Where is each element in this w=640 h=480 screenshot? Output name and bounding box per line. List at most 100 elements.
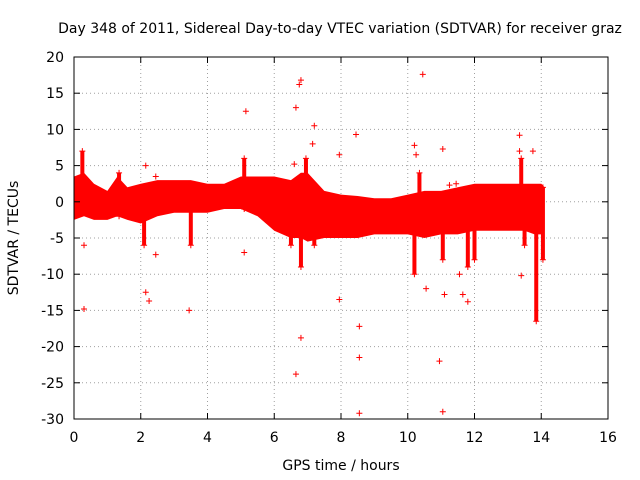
spike-end-marker xyxy=(518,155,525,162)
data-point xyxy=(518,272,525,279)
data-point xyxy=(413,151,420,158)
data-spike xyxy=(417,172,422,217)
spike-end-marker xyxy=(533,198,540,205)
data-spike xyxy=(80,151,85,210)
spike-end-marker xyxy=(302,213,309,220)
y-axis-label: SDTVAR / TECUs xyxy=(6,181,22,296)
data-point xyxy=(292,371,299,378)
y-tick-label: 10 xyxy=(46,122,64,138)
data-spikes xyxy=(79,148,546,325)
spike-end-marker xyxy=(79,206,86,213)
data-spike xyxy=(142,201,147,246)
dense-band-area xyxy=(74,172,545,242)
data-point xyxy=(152,173,159,180)
y-tick-label: -30 xyxy=(41,412,64,428)
data-spike xyxy=(522,201,527,246)
y-tick-label: -15 xyxy=(41,303,64,319)
data-spike xyxy=(440,201,445,260)
spike-end-marker xyxy=(79,148,86,155)
data-spike xyxy=(519,158,524,202)
x-tick-label: 4 xyxy=(203,430,212,446)
spike-end-marker xyxy=(311,242,318,249)
chart-title: Day 348 of 2011, Sidereal Day-to-day VTE… xyxy=(58,21,622,37)
data-point xyxy=(146,297,153,304)
spike-end-marker xyxy=(187,198,194,205)
data-point xyxy=(441,291,448,298)
data-spike xyxy=(117,172,122,217)
data-point xyxy=(356,354,363,361)
x-tick-label: 2 xyxy=(136,430,145,446)
data-spike xyxy=(298,201,303,267)
spike-end-marker xyxy=(411,198,418,205)
spike-end-marker xyxy=(411,271,418,278)
data-spike xyxy=(540,187,545,260)
dense-data-band xyxy=(74,172,545,242)
data-spike xyxy=(288,201,293,246)
data-point xyxy=(142,162,149,169)
axis-ticks xyxy=(73,56,609,420)
spike-end-marker xyxy=(464,263,471,270)
spike-end-marker xyxy=(116,169,123,176)
data-point xyxy=(356,410,363,417)
data-spike xyxy=(303,158,308,217)
spike-end-marker xyxy=(416,213,423,220)
data-point xyxy=(436,358,443,365)
data-point xyxy=(516,148,523,155)
data-point xyxy=(152,251,159,258)
spike-end-marker xyxy=(464,198,471,205)
x-tick-label: 6 xyxy=(270,430,279,446)
data-point xyxy=(309,140,316,147)
spike-end-marker xyxy=(297,198,304,205)
data-point xyxy=(516,132,523,139)
spike-end-marker xyxy=(521,198,528,205)
data-point xyxy=(446,182,453,189)
data-point xyxy=(529,148,536,155)
x-tick-label: 8 xyxy=(337,430,346,446)
data-point xyxy=(419,71,426,78)
data-spike xyxy=(242,158,247,210)
data-point xyxy=(456,271,463,278)
data-point xyxy=(411,142,418,149)
data-spike xyxy=(465,201,470,267)
spike-end-marker xyxy=(141,242,148,249)
data-spike xyxy=(534,201,539,322)
axis-tick-labels: 0 2 4 6 8 10 12 14 16 -30 -25 -20 -15 -10 -5 0 5 10 15 20 xyxy=(41,50,617,446)
spike-end-marker xyxy=(116,213,123,220)
data-point xyxy=(242,108,249,115)
spike-end-marker xyxy=(471,198,478,205)
data-point xyxy=(336,151,343,158)
x-tick-label: 10 xyxy=(399,430,417,446)
data-spike xyxy=(472,201,477,260)
y-tick-label: -10 xyxy=(41,267,64,283)
spike-end-marker xyxy=(521,242,528,249)
spike-end-marker xyxy=(141,198,148,205)
spike-end-marker xyxy=(287,242,294,249)
spike-end-marker xyxy=(297,263,304,270)
data-point xyxy=(292,104,299,111)
outlier-points xyxy=(81,71,536,417)
spike-end-marker xyxy=(439,198,446,205)
data-point xyxy=(459,291,466,298)
data-spike xyxy=(312,201,317,246)
y-tick-label: -20 xyxy=(41,340,64,356)
x-tick-label: 14 xyxy=(532,430,550,446)
data-point xyxy=(296,81,303,88)
spike-end-marker xyxy=(533,318,540,325)
data-point xyxy=(291,161,298,168)
y-tick-label: 15 xyxy=(46,86,64,102)
y-tick-label: -5 xyxy=(50,231,64,247)
spike-end-marker xyxy=(539,256,546,263)
x-axis-label: GPS time / hours xyxy=(282,458,399,474)
data-point xyxy=(81,305,88,312)
data-point xyxy=(186,307,193,314)
y-tick-label: -25 xyxy=(41,376,64,392)
x-tick-label: 16 xyxy=(599,430,617,446)
x-tick-label: 0 xyxy=(70,430,79,446)
y-tick-label: 5 xyxy=(55,159,64,175)
spike-end-marker xyxy=(416,169,423,176)
data-point xyxy=(439,408,446,415)
spike-end-marker xyxy=(287,198,294,205)
spike-end-marker xyxy=(302,155,309,162)
spike-end-marker xyxy=(439,256,446,263)
data-point xyxy=(439,145,446,152)
